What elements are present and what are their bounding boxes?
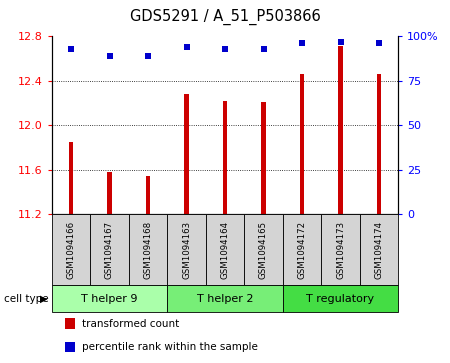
Bar [206,214,244,285]
Bar [65,342,75,352]
Text: GSM1094173: GSM1094173 [336,220,345,279]
Text: transformed count: transformed count [82,318,179,329]
Bar [52,285,167,312]
Bar [107,172,112,214]
Bar [283,214,321,285]
Text: GSM1094167: GSM1094167 [105,220,114,279]
Bar [223,101,227,214]
Bar [69,142,73,214]
Bar [300,74,304,214]
Bar [90,214,129,285]
Text: GDS5291 / A_51_P503866: GDS5291 / A_51_P503866 [130,9,320,25]
Bar [184,94,189,214]
Bar [261,102,266,214]
Text: GSM1094172: GSM1094172 [297,220,306,279]
Text: percentile rank within the sample: percentile rank within the sample [82,342,258,352]
Text: GSM1094164: GSM1094164 [220,220,230,279]
Bar [377,74,381,214]
Text: T regulatory: T regulatory [306,294,374,303]
Bar [146,176,150,214]
Bar [360,214,398,285]
Text: GSM1094165: GSM1094165 [259,220,268,279]
Bar [167,285,283,312]
Bar [129,214,167,285]
Text: GSM1094166: GSM1094166 [67,220,76,279]
Text: cell type: cell type [4,294,49,303]
Text: GSM1094168: GSM1094168 [144,220,153,279]
Text: GSM1094174: GSM1094174 [374,220,383,279]
Bar [283,285,398,312]
Text: ▶: ▶ [40,294,48,303]
Bar [338,46,343,214]
Bar [52,214,90,285]
Text: T helper 9: T helper 9 [81,294,138,303]
Bar [321,214,360,285]
Bar [167,214,206,285]
Text: GSM1094163: GSM1094163 [182,220,191,279]
Bar [244,214,283,285]
Bar [65,318,75,329]
Text: T helper 2: T helper 2 [197,294,253,303]
